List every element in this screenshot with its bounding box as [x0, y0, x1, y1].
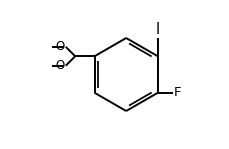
Text: F: F: [173, 86, 181, 99]
Text: I: I: [155, 22, 159, 37]
Text: O: O: [55, 59, 65, 72]
Text: O: O: [55, 40, 65, 53]
